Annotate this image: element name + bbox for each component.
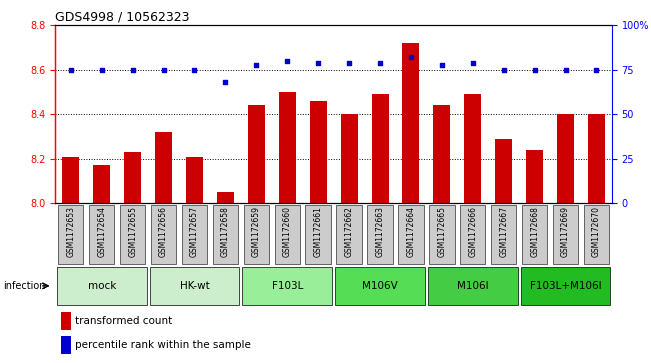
Point (313, 60, 324, 66)
Text: GSM1172669: GSM1172669 (561, 206, 570, 257)
Point (158, 67, 169, 73)
FancyBboxPatch shape (305, 204, 331, 264)
Bar (372, 94, 389, 203)
Text: M106V: M106V (362, 281, 398, 291)
Point (96, 67, 107, 73)
Bar (526, 150, 543, 203)
FancyBboxPatch shape (242, 267, 332, 305)
FancyBboxPatch shape (337, 204, 362, 264)
Point (282, 58, 292, 64)
Text: GSM1172663: GSM1172663 (376, 206, 385, 257)
Text: GSM1172658: GSM1172658 (221, 206, 230, 257)
Text: HK-wt: HK-wt (180, 281, 210, 291)
Point (529, 67, 540, 73)
Text: GSM1172657: GSM1172657 (190, 206, 199, 257)
Text: GDS4998 / 10562323: GDS4998 / 10562323 (55, 11, 190, 24)
FancyBboxPatch shape (275, 204, 300, 264)
Bar (217, 192, 234, 203)
Bar (434, 106, 450, 203)
Point (467, 60, 478, 66)
Text: GSM1172660: GSM1172660 (283, 206, 292, 257)
Bar (588, 114, 605, 203)
Point (344, 60, 354, 66)
Point (406, 54, 416, 60)
Bar (310, 101, 327, 203)
Text: percentile rank within the sample: percentile rank within the sample (76, 340, 251, 350)
Bar (61, 336, 71, 354)
FancyBboxPatch shape (150, 267, 240, 305)
FancyBboxPatch shape (460, 204, 486, 264)
FancyBboxPatch shape (584, 204, 609, 264)
Point (499, 67, 509, 73)
Bar (155, 132, 172, 203)
FancyBboxPatch shape (182, 204, 207, 264)
Text: GSM1172661: GSM1172661 (314, 206, 323, 257)
FancyBboxPatch shape (553, 204, 578, 264)
Point (437, 62, 447, 68)
Point (128, 67, 138, 73)
FancyBboxPatch shape (213, 204, 238, 264)
Bar (340, 114, 357, 203)
FancyBboxPatch shape (243, 204, 269, 264)
Bar (495, 139, 512, 203)
Point (66, 67, 76, 73)
Point (561, 67, 571, 73)
Text: GSM1172653: GSM1172653 (66, 206, 76, 257)
Point (251, 62, 262, 68)
Text: GSM1172665: GSM1172665 (437, 206, 447, 257)
FancyBboxPatch shape (89, 204, 115, 264)
Bar (62, 156, 79, 203)
Bar (186, 156, 203, 203)
Text: transformed count: transformed count (76, 317, 173, 326)
Point (591, 67, 602, 73)
FancyBboxPatch shape (151, 204, 176, 264)
FancyBboxPatch shape (398, 204, 424, 264)
Point (189, 67, 200, 73)
Bar (279, 92, 296, 203)
Text: GSM1172668: GSM1172668 (530, 206, 539, 257)
FancyBboxPatch shape (58, 204, 83, 264)
FancyBboxPatch shape (522, 204, 547, 264)
Text: GSM1172662: GSM1172662 (344, 206, 353, 257)
FancyBboxPatch shape (521, 267, 611, 305)
Bar (124, 152, 141, 203)
Bar (248, 106, 265, 203)
Text: F103L+M106I: F103L+M106I (530, 281, 602, 291)
FancyBboxPatch shape (367, 204, 393, 264)
Bar (464, 94, 481, 203)
Bar (93, 166, 110, 203)
Text: GSM1172670: GSM1172670 (592, 206, 601, 257)
Text: infection: infection (3, 281, 46, 291)
Text: GSM1172655: GSM1172655 (128, 206, 137, 257)
Bar (402, 43, 419, 203)
Text: GSM1172654: GSM1172654 (97, 206, 106, 257)
Text: GSM1172659: GSM1172659 (252, 206, 261, 257)
Point (375, 60, 385, 66)
FancyBboxPatch shape (491, 204, 516, 264)
FancyBboxPatch shape (429, 204, 454, 264)
Text: M106I: M106I (457, 281, 489, 291)
FancyBboxPatch shape (57, 267, 146, 305)
Point (220, 79, 230, 85)
Bar (557, 114, 574, 203)
FancyBboxPatch shape (120, 204, 145, 264)
Bar (61, 312, 71, 330)
Text: GSM1172664: GSM1172664 (406, 206, 415, 257)
Text: GSM1172656: GSM1172656 (159, 206, 168, 257)
Text: F103L: F103L (271, 281, 303, 291)
FancyBboxPatch shape (428, 267, 518, 305)
FancyBboxPatch shape (335, 267, 425, 305)
Text: mock: mock (87, 281, 116, 291)
Text: GSM1172666: GSM1172666 (468, 206, 477, 257)
Text: GSM1172667: GSM1172667 (499, 206, 508, 257)
